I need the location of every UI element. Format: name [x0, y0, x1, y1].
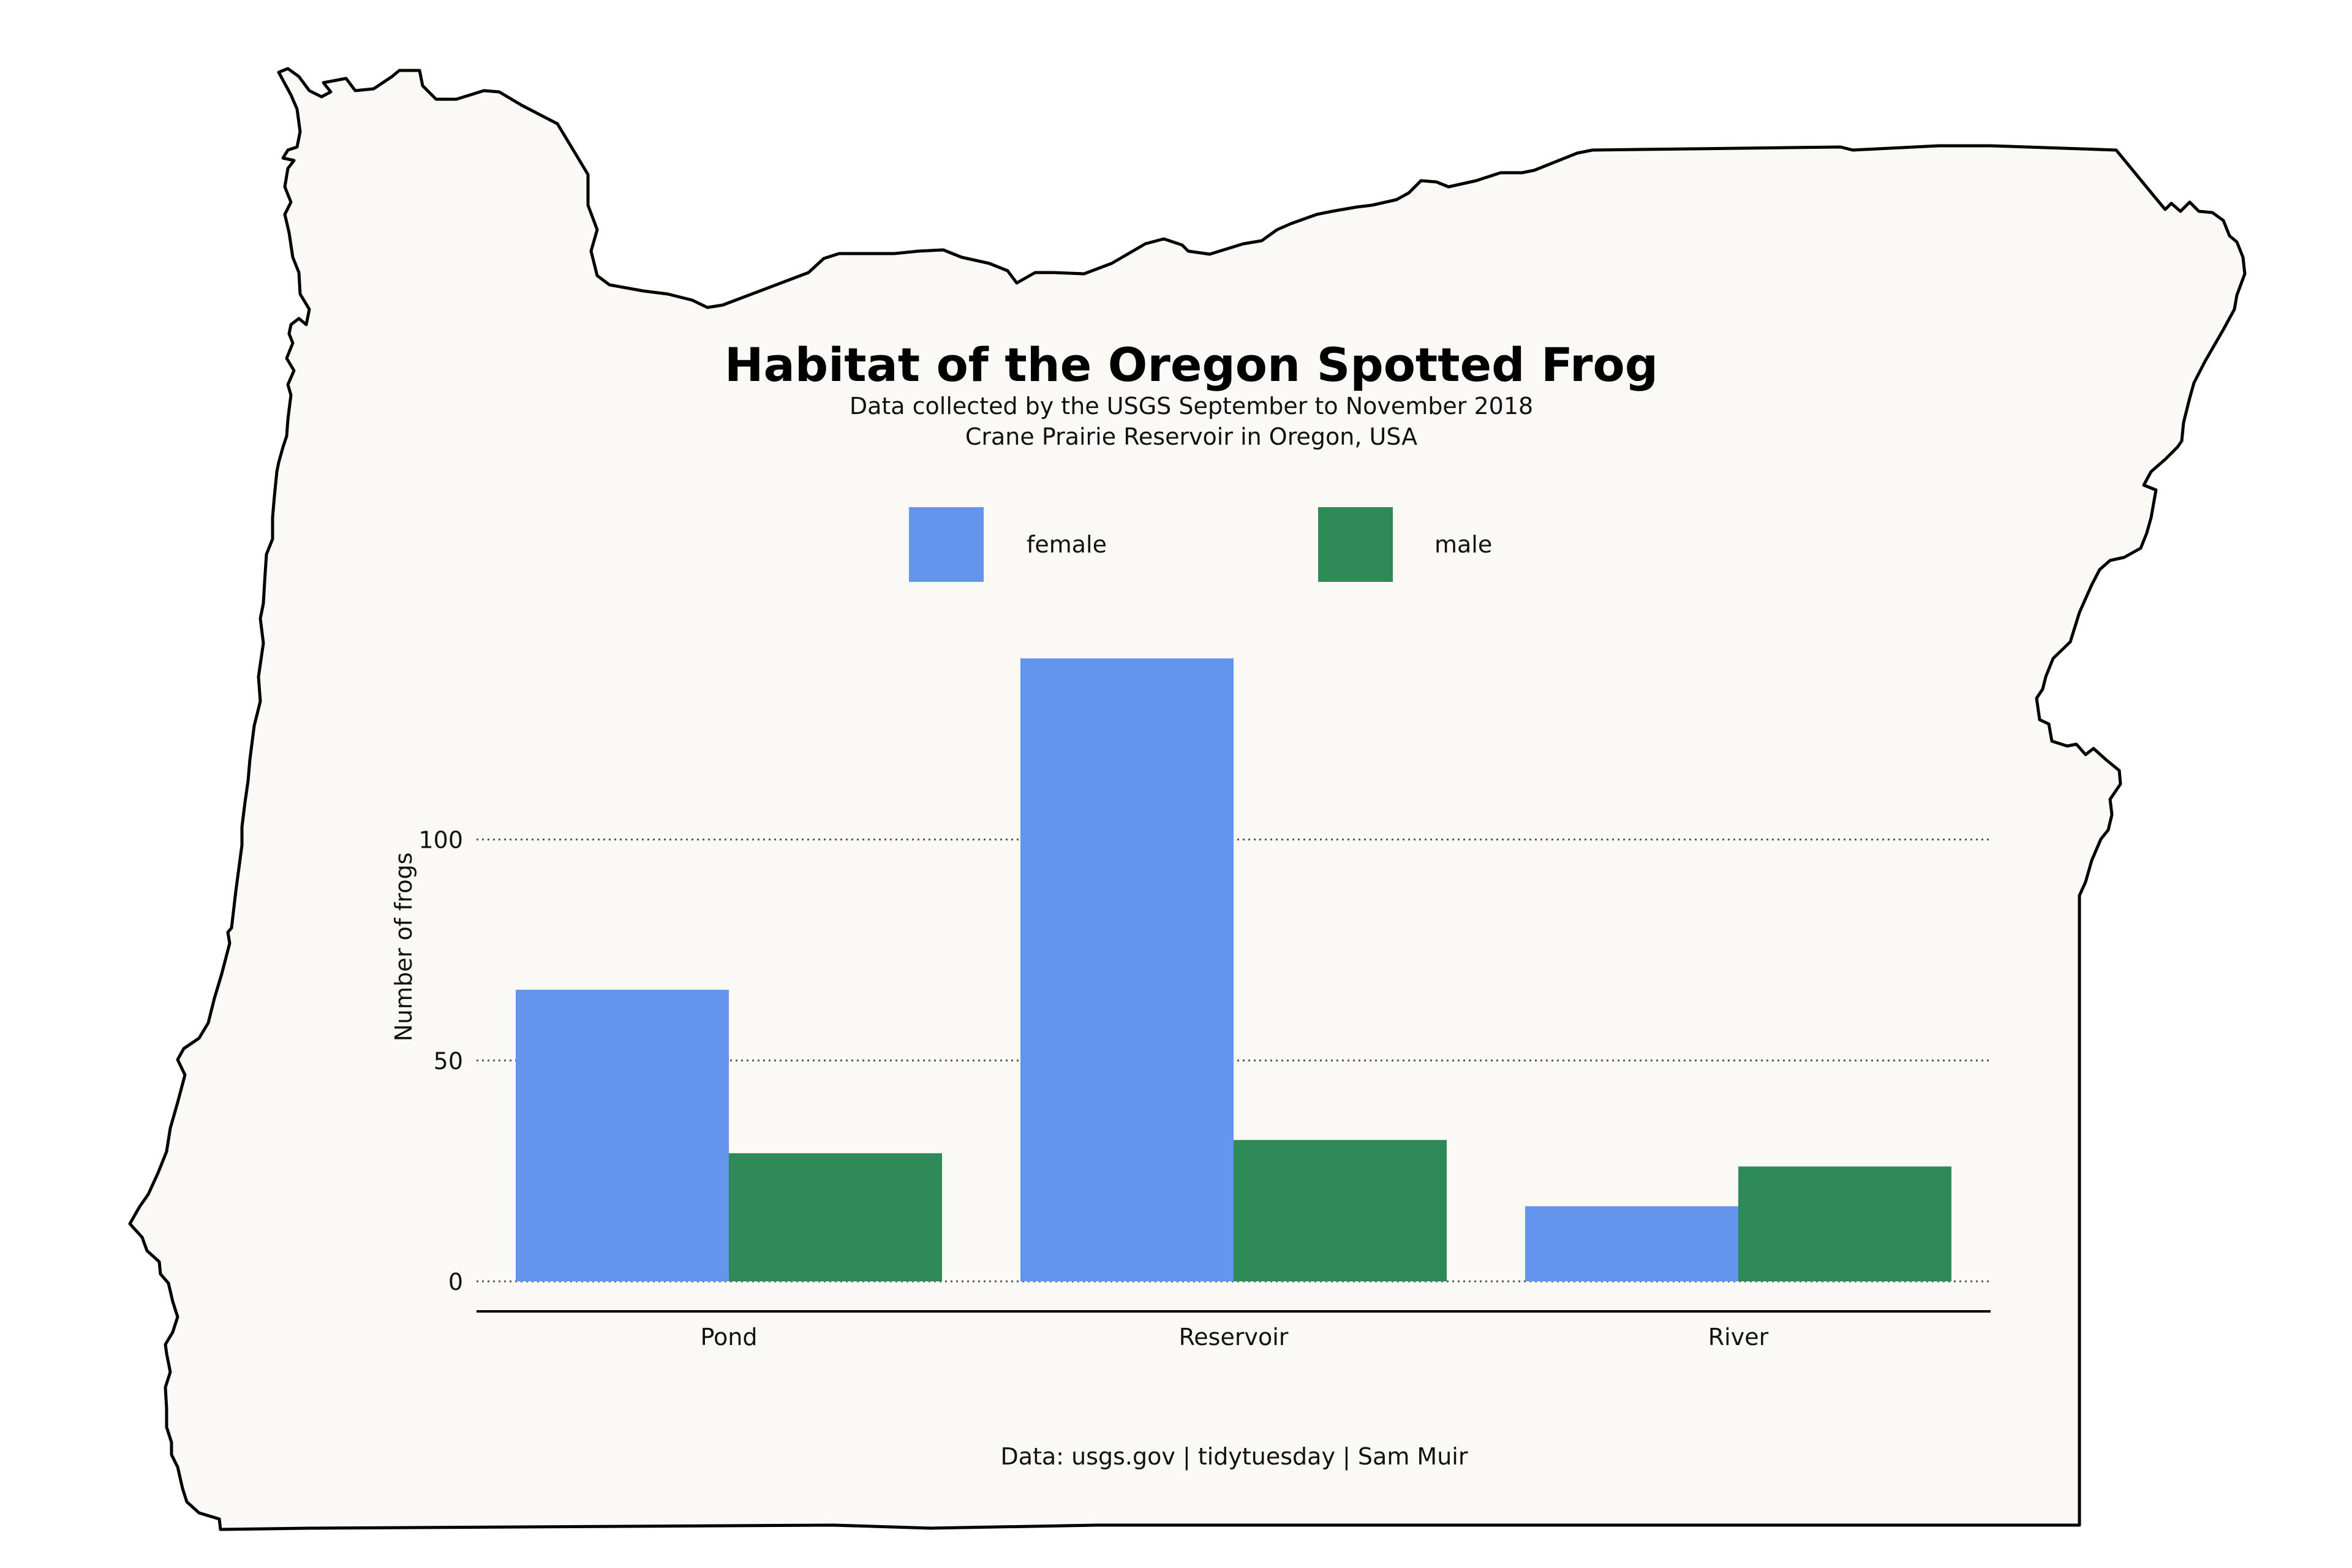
chart-subtitle-line-1: Data collected by the USGS September to … [850, 393, 1533, 420]
y-axis-label: Number of frogs [390, 853, 417, 1042]
chart-title: Habitat of the Oregon Spotted Frog [725, 337, 1658, 392]
chart-subtitle-line-2: Crane Prairie Reservoir in Oregon, USA [965, 423, 1417, 450]
x-tick-label-pond: Pond [700, 1324, 757, 1351]
bar-river-male [1738, 1166, 1951, 1281]
bar-reservoir-male [1234, 1140, 1447, 1281]
x-tick-label-river: River [1708, 1324, 1769, 1351]
legend-swatch-male [1318, 507, 1393, 582]
legend-label-male: male [1434, 531, 1492, 558]
y-axis-ticks: 0 50 100 [418, 827, 463, 1295]
chart-caption: Data: usgs.gov | tidytuesday | Sam Muir [1001, 1443, 1468, 1471]
x-axis-ticks: Pond Reservoir River [700, 1324, 1768, 1351]
bar-reservoir-female [1020, 658, 1234, 1281]
bar-pond-male [729, 1153, 942, 1281]
bars [516, 658, 1951, 1281]
y-tick-label: 0 [448, 1268, 463, 1295]
bar-river-female [1525, 1206, 1738, 1281]
y-tick-label: 100 [418, 827, 463, 854]
x-tick-label-reservoir: Reservoir [1179, 1324, 1289, 1351]
bar-pond-female [516, 989, 729, 1281]
y-tick-label: 50 [434, 1047, 463, 1074]
legend-swatch-female [909, 507, 984, 582]
legend-label-female: female [1027, 531, 1107, 558]
chart-legend: female male [909, 507, 1492, 582]
